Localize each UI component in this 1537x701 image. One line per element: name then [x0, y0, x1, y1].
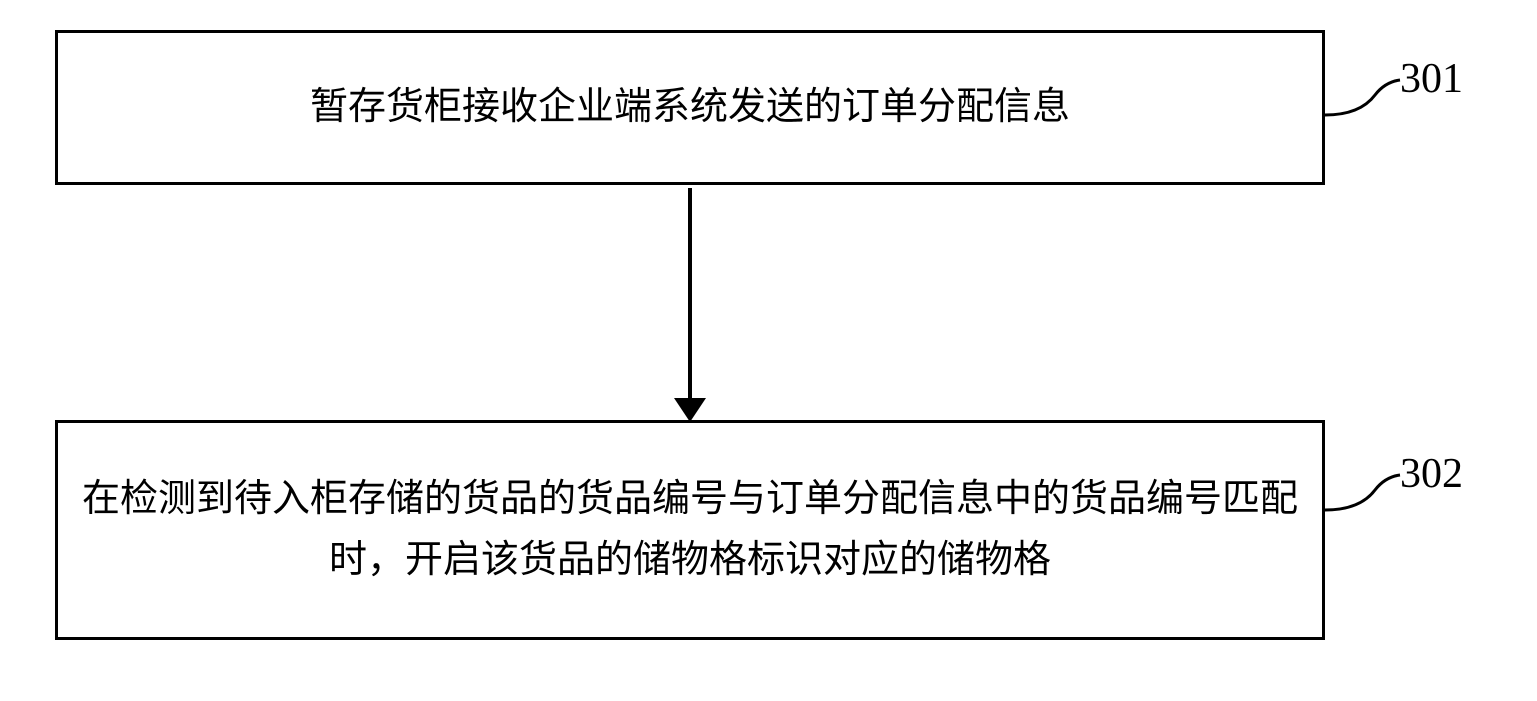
arrow-1-line — [688, 188, 692, 400]
flowchart-container: 暂存货柜接收企业端系统发送的订单分配信息 301 在检测到待入柜存储的货品的货品… — [0, 0, 1537, 701]
step-label-2: 302 — [1400, 450, 1463, 498]
label-connector-1 — [1325, 70, 1405, 130]
flow-step-1: 暂存货柜接收企业端系统发送的订单分配信息 — [55, 30, 1325, 185]
label-connector-2 — [1325, 465, 1405, 525]
flow-step-2: 在检测到待入柜存储的货品的货品编号与订单分配信息中的货品编号匹配时，开启该货品的… — [55, 420, 1325, 640]
flow-step-2-text: 在检测到待入柜存储的货品的货品编号与订单分配信息中的货品编号匹配时，开启该货品的… — [78, 469, 1302, 591]
arrow-1-head — [674, 398, 706, 422]
step-label-1: 301 — [1400, 55, 1463, 103]
flow-step-1-text: 暂存货柜接收企业端系统发送的订单分配信息 — [310, 77, 1070, 138]
